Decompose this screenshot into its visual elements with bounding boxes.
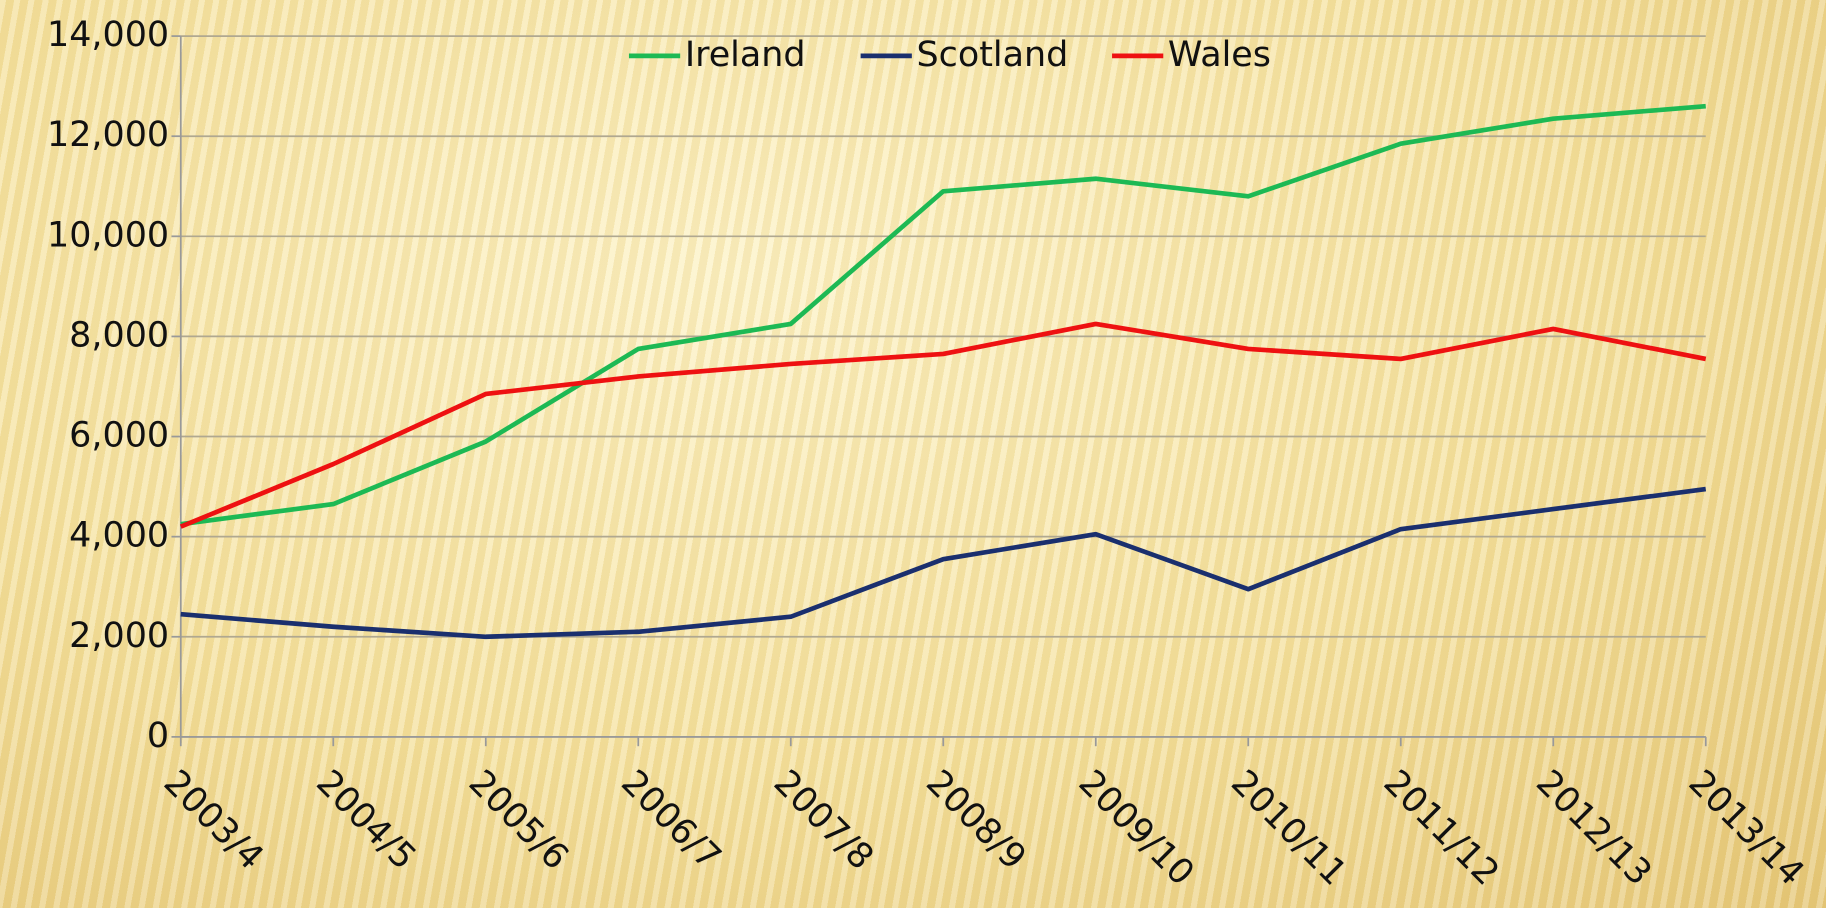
x-tick-label: 2008/9 <box>918 763 1033 878</box>
x-tick-label: 2007/8 <box>766 763 881 878</box>
series-line <box>180 103 1706 527</box>
x-tick-label: 2009/10 <box>1071 763 1202 894</box>
x-tick-label: 2011/12 <box>1376 763 1507 894</box>
x-tick-label: 2012/13 <box>1528 763 1659 894</box>
legend-label: Ireland <box>685 35 806 75</box>
y-tick-label: 2,000 <box>69 616 169 656</box>
y-tick-label: 10,000 <box>47 215 169 255</box>
y-tick-label: 0 <box>147 716 169 756</box>
legend-label: Scotland <box>916 35 1068 75</box>
series-line <box>179 321 1707 529</box>
y-tick-label: 8,000 <box>69 315 169 355</box>
y-tick-label: 6,000 <box>69 416 169 456</box>
x-tick-label: 2005/6 <box>461 763 576 878</box>
x-tick-label: 2006/7 <box>613 763 728 878</box>
series-line <box>180 486 1707 640</box>
y-tick-label: 4,000 <box>69 516 169 556</box>
x-tick-label: 2010/11 <box>1223 763 1354 894</box>
y-tick-label: 14,000 <box>47 15 169 55</box>
y-tick-label: 12,000 <box>47 115 169 155</box>
x-tick-label: 2004/5 <box>308 763 423 878</box>
legend-label: Wales <box>1168 35 1271 75</box>
x-tick-label: 2003/4 <box>156 763 271 878</box>
x-tick-label: 2013/14 <box>1681 763 1812 894</box>
